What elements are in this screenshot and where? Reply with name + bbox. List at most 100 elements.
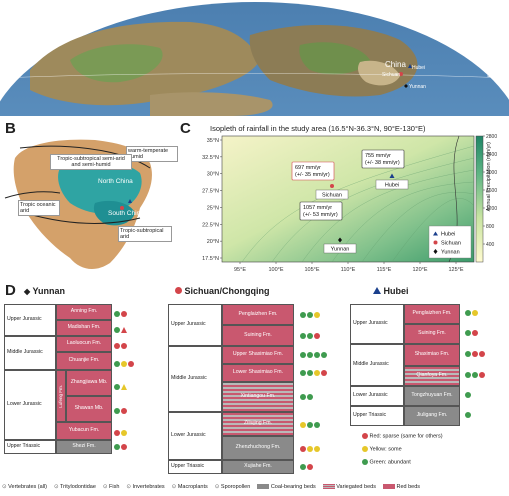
sichuan-marker [399,72,403,76]
panel-b: B warm-temperate humid Tropic-subtropica… [0,118,180,278]
age-subtitle: ~165 Ma [423,20,471,34]
rainfall-chart: 35°N 32.5°N 30°N 27.5°N 25°N 22.5°N 20°N 17.5°N… [202,134,497,273]
legend-sichuan-icon [433,240,438,245]
macroplant-icon [307,394,313,400]
colorbar-tick-label: 1200 [486,206,497,212]
fossil-icons-row [465,330,478,336]
label-yunnan-map: Yunnan [409,84,426,90]
vertebrate-icon [114,327,120,333]
invertebrate-icon [300,464,306,470]
callout-name-box [315,189,349,200]
age-cell: Middle Jurassic [168,346,222,412]
legend-fish: Fish [109,484,120,490]
legend-label: Hubei [441,232,455,238]
unit-cell: Shezi Fm. [56,440,112,454]
legend-yunnan-icon [433,249,438,254]
age-cell: Lower Jurassic [168,412,222,460]
group-cell: Lufeng Fm. [56,370,66,422]
panel-c: C Isopleth of rainfall in the study area… [180,118,509,278]
callout-error: (+/- 35 mm/yr) [295,172,330,178]
colorbar-tick-label: 2800 [486,134,497,140]
fossil-icons-row [300,394,313,400]
hubei-point [389,173,395,178]
key-red: Red: sparse (same for others) [362,433,443,439]
y-tick-label: 35°N [207,138,219,144]
tritylodontidae-icon [121,384,127,390]
fish-icon [307,352,313,358]
zone-label-2: Tropic-subtropical semi-arid and semi-hu… [50,154,132,170]
unit-cell: Zhenzhuchong Fm. [222,436,294,460]
x-tick-label: 95°E [234,267,246,273]
unit-cell: Chuanjie Fm. [56,352,112,370]
legend-red: Red beds [396,484,421,490]
key-green: Green: abundant [362,459,411,465]
zone-label-1: warm-temperate humid [126,146,178,162]
legend-macroplants: Macroplants [177,484,208,490]
unit-cell: Zhangjiawa Mb. [66,370,112,396]
vertebrate-icon [465,310,471,316]
colorbar-tick-label: 800 [486,224,495,230]
callout-name-box [323,243,357,254]
vertebrate-icon [300,333,306,339]
legend-item: ⊙ Vertebrates (all) [2,484,47,490]
key-green-text: Green: abundant [369,459,411,466]
legend-variegated: Variegated beds [336,484,376,490]
tritylodontidae-icon [121,327,127,333]
colorbar-label: Annual Precipitation (mm/yr) [486,142,492,212]
fossil-icons-row [114,311,127,317]
fossil-icons-row [465,412,471,418]
x-tick-label: 120°E [412,267,427,273]
col1-title-text: Yunnan [32,286,66,296]
zone-label-4: Tropic oceanic arid [18,200,60,216]
label-hubei-map: Hubei [412,65,426,71]
unit-cell: Tongzhuyuan Fm. [404,386,460,406]
callout-name: Sichuan [322,193,342,199]
callout-box [361,149,405,169]
invertebrate-icon [121,430,127,436]
x-tick-label: 110°E [341,267,356,273]
unit-cell: Xujiahe Fm. [222,460,294,474]
y-tick-label: 30°N [207,172,219,178]
x-tick-label: 105°E [304,267,319,273]
legend-item: ⊙ Tritylodontidae [53,484,96,490]
vertebrate-icon [114,343,120,349]
x-tick-label: 125°E [448,267,463,273]
y-tick-label: 32.5°N [202,155,219,161]
key-red-text: Red: sparse (same for others) [369,433,443,440]
hubei-marker [408,64,412,68]
unit-cell: Qianfoya Fm. [404,366,460,386]
zone-label-3: North China [98,178,133,185]
fossil-icons-row [300,312,320,318]
fossil-icons-row [114,444,127,450]
invertebrate-icon [465,412,471,418]
vertebrate-icon [300,422,306,428]
label-30n: 30°N [487,72,503,79]
legend-item: ⊙ Macroplants [171,484,208,490]
vertebrate-icon [465,351,471,357]
vertebrate-icon [300,352,306,358]
unit-cell: Yubacun Fm. [56,422,112,440]
isopleth-line [331,181,475,263]
age-cell: Middle Jurassic [4,336,56,370]
fossil-icons-row [465,392,471,398]
vertebrate-icon [114,311,120,317]
callout-error: (+/- 38 mm/yr) [365,160,400,166]
unit-cell: Shawan Mb. [66,396,112,422]
panel-a: A Middle Jurassic ~165 Ma China Hubei Si… [0,0,509,298]
unit-cell: Madishan Fm. [56,320,112,336]
invertebrate-icon [121,343,127,349]
vertebrate-icon [300,446,306,452]
callout-value: 697 mm/yr [295,165,321,171]
legend-label: Sichuan [441,241,461,247]
unit-cell: Suining Fm. [404,324,460,344]
green-key-icon [362,459,368,465]
age-cell: Upper Triassic [350,406,404,426]
callout-name: Hubei [385,183,399,189]
fossil-icons-row [114,384,127,390]
fossil-icons-row [114,430,127,436]
invertebrate-icon [307,333,313,339]
unit-cell: Shaximiao Fm. [404,344,460,366]
isopleth-line [391,198,475,263]
callout-value: 1057 mm/yr [303,205,332,211]
macroplant-icon [321,352,327,358]
